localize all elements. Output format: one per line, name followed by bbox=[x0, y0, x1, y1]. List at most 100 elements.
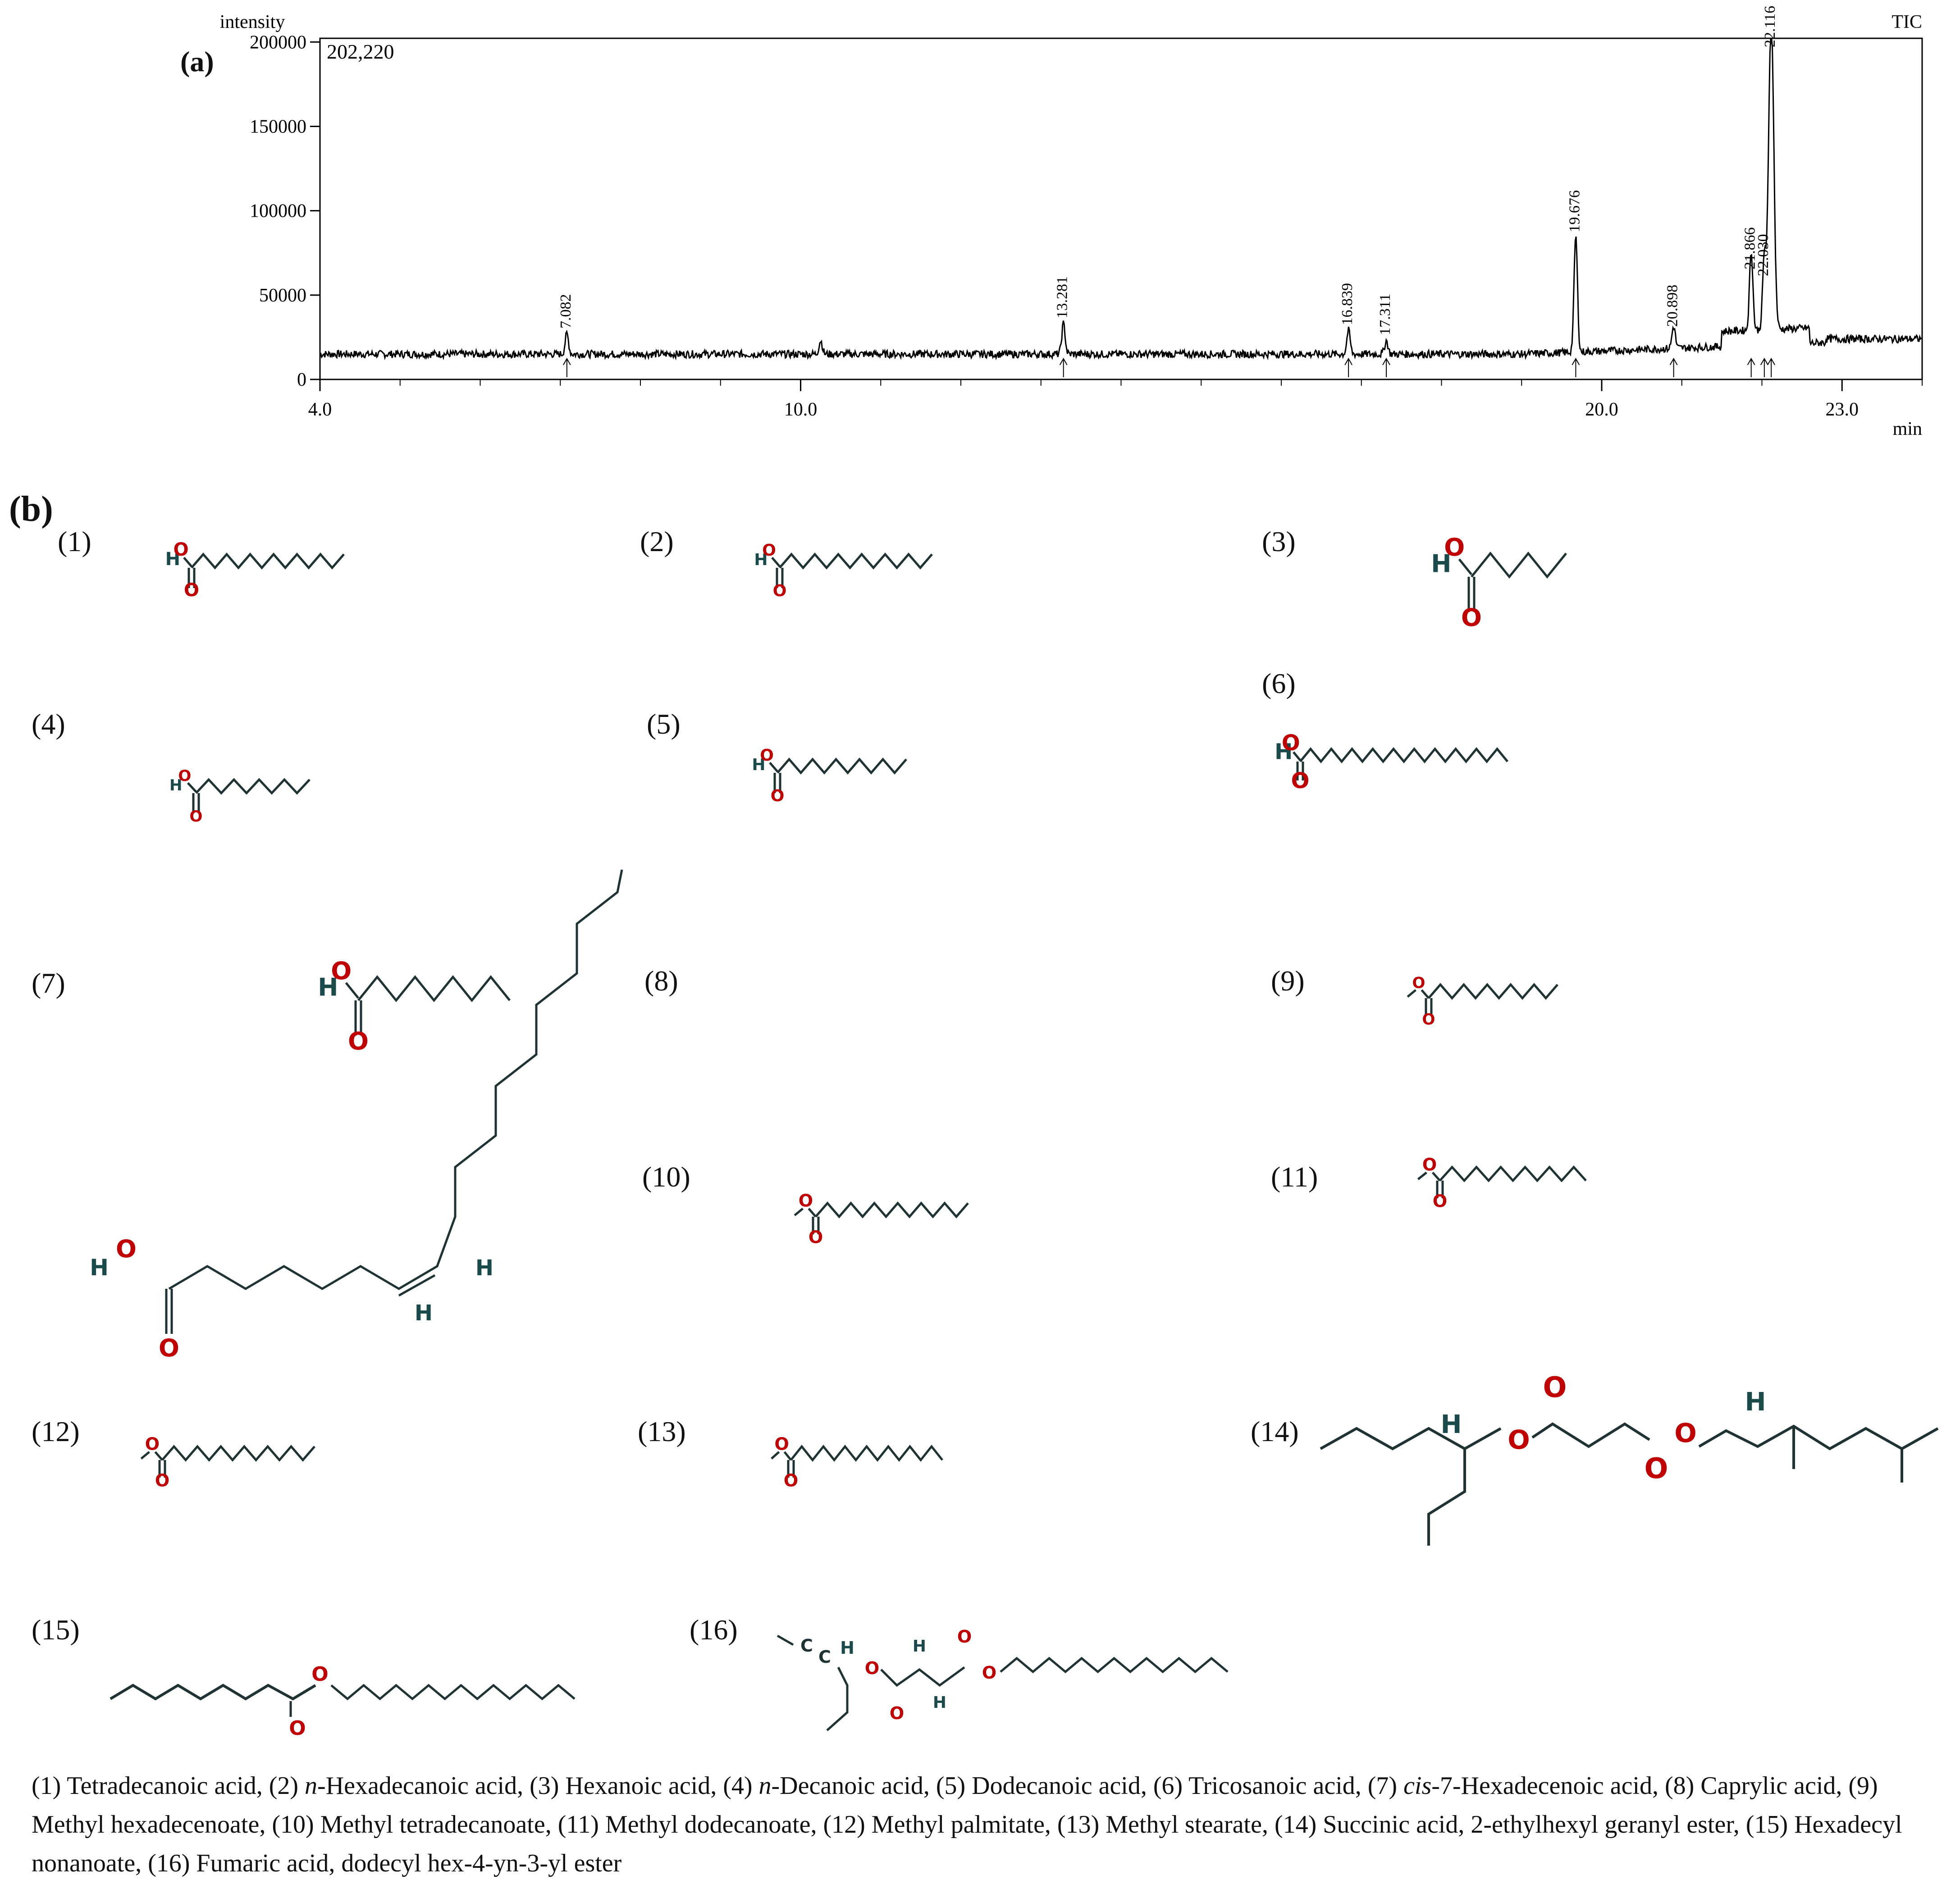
structure-label-9: (9) bbox=[1271, 965, 1305, 997]
struct-15-alkyl bbox=[330, 1684, 576, 1701]
struct-13-oc-bond bbox=[783, 1451, 792, 1461]
struct-10-o2: O bbox=[809, 1227, 823, 1247]
struct-9-o2: O bbox=[1422, 1011, 1435, 1029]
struct-11-chain bbox=[1439, 1165, 1587, 1182]
struct-12-oc-bond bbox=[154, 1451, 163, 1461]
peak-label: 13.281 bbox=[1054, 276, 1071, 319]
tic-trace bbox=[320, 37, 1922, 360]
struct-14-ethyl bbox=[1427, 1449, 1466, 1546]
struct-5-oh: O bbox=[760, 746, 774, 765]
peak-label: 21.866 bbox=[1742, 227, 1759, 269]
peak-label: 7.082 bbox=[557, 294, 574, 329]
max-intensity-annotation: 202,220 bbox=[327, 40, 394, 63]
struct-7-h-cis2: H bbox=[475, 1255, 493, 1281]
struct-14-h2: H bbox=[1745, 1387, 1766, 1417]
struct-7-o: O bbox=[159, 1334, 179, 1362]
struct-4-o: O bbox=[190, 808, 203, 826]
structure-label-15: (15) bbox=[32, 1614, 80, 1646]
struct-1-chain bbox=[191, 552, 345, 570]
struct-4-chain bbox=[195, 778, 311, 795]
struct-14-o4: O bbox=[1674, 1418, 1696, 1448]
signal-label: TIC bbox=[1891, 12, 1922, 32]
struct-13-chain bbox=[790, 1444, 943, 1462]
structure-label-6: (6) bbox=[1262, 667, 1296, 699]
struct-10-oc-bond bbox=[808, 1208, 817, 1218]
struct-16-alkyne-end bbox=[777, 1634, 794, 1646]
struct-2-co-bond bbox=[771, 557, 781, 567]
struct-7-h: H bbox=[90, 1255, 109, 1281]
struct-1-oh: O bbox=[174, 539, 189, 560]
struct-11-o2: O bbox=[1433, 1191, 1447, 1211]
struct-15-acyl bbox=[110, 1684, 316, 1701]
struct-9-o1: O bbox=[1412, 974, 1425, 992]
struct-8-o: O bbox=[348, 1027, 369, 1055]
struct-3-co-bond bbox=[1458, 558, 1472, 575]
struct-1-o: O bbox=[184, 580, 199, 601]
struct-5-o: O bbox=[771, 787, 785, 805]
struct-3-h: H bbox=[1431, 550, 1451, 578]
struct-8-oh: O bbox=[331, 957, 352, 985]
peak-label: 19.676 bbox=[1566, 190, 1583, 233]
struct-6-oh: O bbox=[1282, 730, 1300, 756]
struct-15-o2: O bbox=[311, 1663, 328, 1686]
y-tick-label: 50000 bbox=[259, 285, 306, 306]
panel-b-label: (b) bbox=[9, 489, 53, 529]
structure-label-2: (2) bbox=[640, 525, 674, 557]
struct-9-oc-bond bbox=[1421, 989, 1430, 999]
peak-label: 22.030 bbox=[1755, 234, 1772, 276]
struct-10-methyl bbox=[794, 1208, 804, 1216]
peak-label: 22.116 bbox=[1762, 6, 1778, 47]
struct-6-co-bond bbox=[1293, 751, 1301, 761]
peak-marker bbox=[1059, 357, 1068, 377]
struct-15-o1: O bbox=[289, 1717, 306, 1740]
struct-16-h3: H bbox=[933, 1693, 946, 1712]
struct-6-o: O bbox=[1291, 768, 1310, 794]
struct-11-oc-bond bbox=[1431, 1172, 1441, 1182]
y-tick-label: 100000 bbox=[250, 201, 306, 222]
struct-9-chain bbox=[1428, 983, 1558, 1000]
struct-14-h1: H bbox=[1441, 1410, 1462, 1439]
struct-16-h2: H bbox=[913, 1637, 926, 1656]
struct-9-methyl bbox=[1407, 989, 1416, 998]
struct-10-chain bbox=[815, 1201, 969, 1218]
struct-12-o1: O bbox=[145, 1434, 160, 1454]
x-tick-label: 20.0 bbox=[1585, 399, 1618, 420]
struct-1-co-bond bbox=[183, 557, 192, 567]
struct-13-o2: O bbox=[784, 1471, 798, 1491]
peak-marker bbox=[1747, 357, 1755, 377]
struct-4-h: H bbox=[169, 776, 182, 794]
peak-marker bbox=[1767, 357, 1775, 377]
struct-16-dodecyl bbox=[1000, 1656, 1229, 1674]
struct-16-h1: H bbox=[840, 1638, 854, 1658]
structure-label-11: (11) bbox=[1271, 1161, 1318, 1193]
figure-caption: (1) Tetradecanoic acid, (2) n-Hexadecano… bbox=[32, 1772, 1902, 1877]
peak-marker bbox=[1572, 357, 1580, 377]
structure-label-16: (16) bbox=[690, 1614, 738, 1646]
struct-12-chain bbox=[161, 1445, 315, 1462]
peak-marker bbox=[562, 357, 571, 377]
struct-7-oh: O bbox=[116, 1235, 137, 1263]
struct-5-co-bond bbox=[769, 762, 778, 772]
x-tick-label: 10.0 bbox=[784, 399, 818, 420]
struct-6-h: H bbox=[1275, 739, 1293, 764]
struct-14-o2: O bbox=[1543, 1371, 1567, 1404]
structure-label-13: (13) bbox=[638, 1415, 686, 1447]
struct-2-h: H bbox=[754, 551, 768, 569]
struct-12-methyl bbox=[140, 1451, 150, 1460]
struct-16-o1: O bbox=[865, 1658, 879, 1678]
struct-14-o1: O bbox=[1508, 1424, 1530, 1455]
structure-label-12: (12) bbox=[32, 1415, 80, 1447]
struct-3-o: O bbox=[1461, 603, 1482, 632]
struct-4-oh: O bbox=[178, 767, 191, 785]
struct-2-oh: O bbox=[762, 541, 776, 560]
struct-7-h-cis1: H bbox=[415, 1300, 433, 1326]
struct-16-ethyl bbox=[826, 1666, 849, 1731]
struct-16-o3: O bbox=[957, 1627, 972, 1647]
peak-marker bbox=[1344, 357, 1352, 377]
struct-3-oh: O bbox=[1444, 533, 1465, 561]
x-axis-label: min bbox=[1893, 419, 1922, 439]
struct-11-o1: O bbox=[1422, 1155, 1437, 1175]
struct-8-co-bond bbox=[345, 982, 359, 999]
structure-label-5: (5) bbox=[647, 708, 681, 740]
